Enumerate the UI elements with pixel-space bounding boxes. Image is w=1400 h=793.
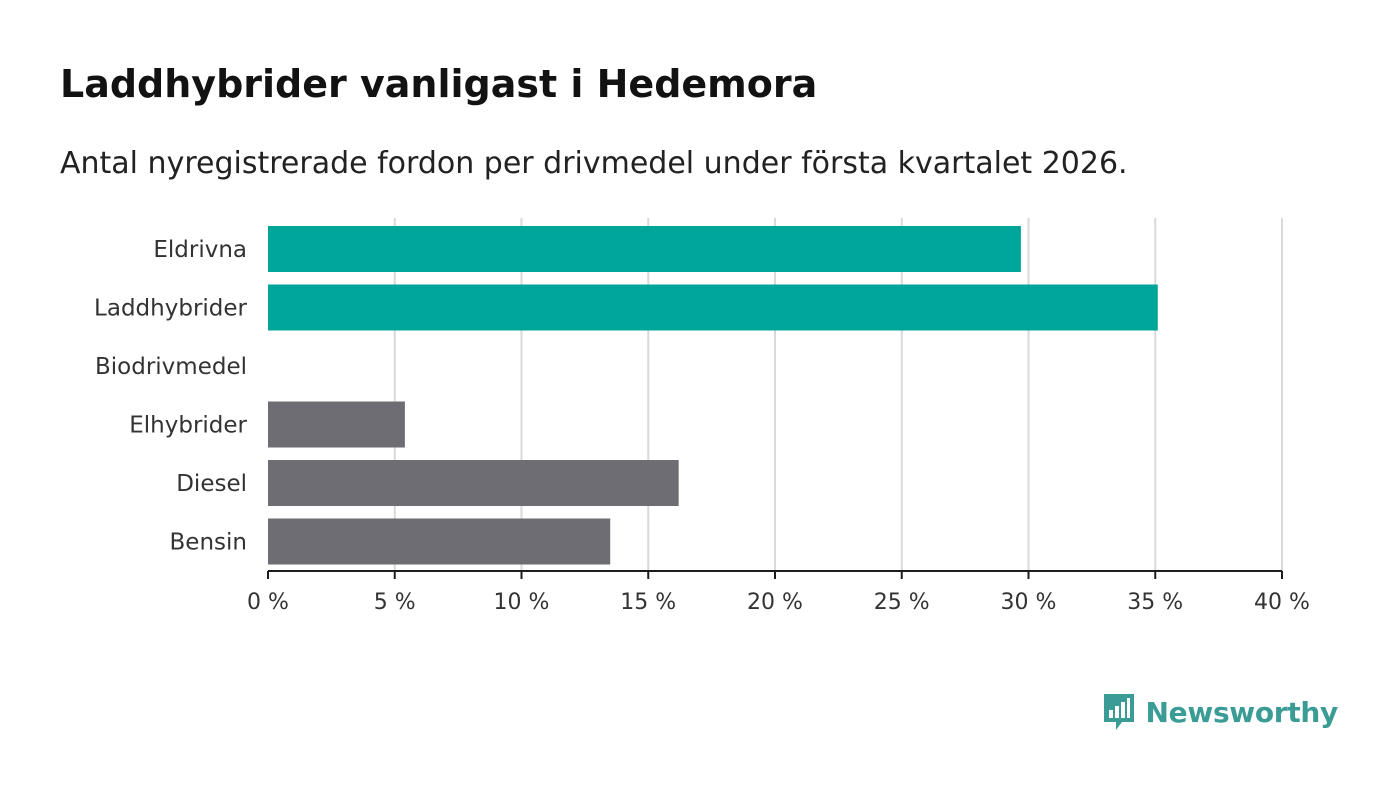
bar-bensin [268, 518, 611, 565]
bar-elhybrider [268, 401, 405, 448]
x-tick-label: 15 % [620, 590, 676, 615]
x-tick-label: 20 % [747, 590, 803, 615]
x-tick-label: 30 % [1001, 590, 1057, 615]
x-tick-label: 40 % [1254, 590, 1310, 615]
category-label: Laddhybrider [94, 296, 247, 322]
x-tick-label: 5 % [374, 590, 416, 615]
x-tick-label: 35 % [1127, 590, 1183, 615]
x-tick-label: 0 % [247, 590, 289, 615]
category-label: Diesel [176, 471, 247, 497]
x-tick-label: 25 % [874, 590, 930, 615]
grid-lines [393, 218, 1283, 571]
category-label: Bensin [170, 530, 247, 556]
category-labels: Eldrivna Laddhybrider Biodrivmedel Elhybrid… [94, 237, 247, 556]
bar-eldrivna [268, 226, 1021, 272]
brand: Newsworthy [1102, 690, 1338, 734]
brand-name: Newsworthy [1145, 695, 1339, 729]
category-label: Elhybrider [129, 413, 247, 439]
chart-title: Laddhybrider vanligast i Hedemora [60, 62, 818, 106]
x-axis: 0 % 5 % 10 % 15 % 20 % 25 % 30 % 35 % 40 % [247, 570, 1310, 615]
bar-laddhybrider [268, 284, 1158, 331]
category-label: Biodrivmedel [95, 354, 247, 380]
category-label: Eldrivna [153, 237, 247, 263]
bar-diesel [268, 460, 679, 506]
newsworthy-logo-icon [1103, 694, 1134, 730]
chart-subtitle: Antal nyregistrerade fordon per drivmede… [60, 146, 1128, 181]
x-tick-label: 10 % [494, 590, 550, 615]
bars [268, 226, 1158, 565]
